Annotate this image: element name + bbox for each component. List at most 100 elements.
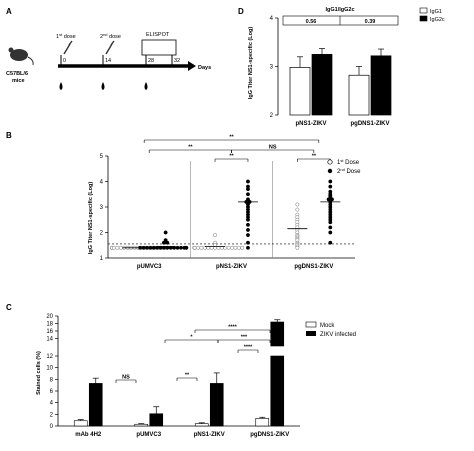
data-point <box>328 220 333 225</box>
y-tick-label: 2 <box>270 113 274 119</box>
bar-igg1 <box>289 67 311 116</box>
data-point <box>240 245 245 250</box>
mouse-label-line2: mice <box>12 78 25 84</box>
data-point <box>295 207 300 212</box>
y-tick-label: 1 <box>100 256 104 262</box>
significance-label: ** <box>188 145 193 151</box>
bar-igg2c <box>370 55 392 116</box>
panel-d-chart: D IgG Titer NS1-specific (Log) 2 3 4 IgG1/I… <box>238 7 445 127</box>
data-point <box>115 245 120 250</box>
bar-zikv-infected <box>149 413 164 427</box>
legend-label-dose1: 1st Dose <box>337 158 360 166</box>
bar-mock <box>73 420 88 427</box>
data-point <box>328 240 333 245</box>
y-tick-label: 2 <box>50 412 54 418</box>
data-point <box>328 230 333 235</box>
blood-drop-icon <box>59 82 63 90</box>
y-tick-label: 0 <box>50 424 54 430</box>
x-tick-label: pUMVC3 <box>137 264 162 270</box>
data-point <box>163 230 168 235</box>
x-tick-label: mAb 4H2 <box>75 432 102 438</box>
x-tick-label: pgDNS1-ZIKV <box>294 264 333 270</box>
legend-swatch <box>419 7 428 14</box>
data-point <box>233 245 238 250</box>
significance-label: * <box>190 335 193 341</box>
y-tick-label: 18 <box>46 322 53 328</box>
data-point <box>138 245 143 250</box>
data-point <box>246 217 250 222</box>
y-axis-label: IgG Titer NS1-specific (Log) <box>88 182 94 254</box>
data-point <box>246 245 250 250</box>
y-tick-label: 4 <box>270 16 274 22</box>
legend-label: IgG1 <box>430 9 442 15</box>
bar-mock <box>194 423 209 427</box>
significance-label: ** <box>312 154 317 160</box>
blood-drop-icon <box>144 82 148 90</box>
data-point <box>328 184 333 189</box>
data-point <box>151 245 156 250</box>
panel-letter-b: B <box>6 131 12 140</box>
significance-label: ** <box>185 373 190 379</box>
y-tick-label: 14 <box>46 337 53 343</box>
x-tick-label: pNS1-ZIKV <box>216 264 247 270</box>
data-point <box>328 179 333 184</box>
y-axis-label: IgG Titer NS1-specific (Log) <box>248 27 254 99</box>
tick-day-32: 32 <box>174 58 180 64</box>
significance-label: **** <box>244 345 253 351</box>
data-point <box>141 245 146 250</box>
legend-label-dose2: 2nd Dose <box>337 167 361 175</box>
elispot-box <box>141 39 177 56</box>
bar-mock <box>134 423 149 427</box>
legend-swatch-mock <box>305 321 317 328</box>
ratio-value: 0.39 <box>365 19 376 25</box>
y-tick-label: 20 <box>46 314 53 320</box>
x-tick-label: pNS1-ZIKV <box>295 121 326 127</box>
y-tick-label: 16 <box>46 329 53 335</box>
legend-swatch-zikv <box>306 331 316 336</box>
data-point <box>161 240 166 245</box>
legend-label-zikv: ZIKV infected <box>320 332 356 338</box>
legend-swatch <box>419 15 428 22</box>
data-point <box>184 245 189 250</box>
data-point <box>192 245 197 250</box>
ratio-box <box>282 15 399 26</box>
panel-letter-d: D <box>238 7 244 16</box>
legend-marker-dose1 <box>327 159 333 165</box>
dose1-label: 1st dose <box>56 32 76 40</box>
mouse-label-line1: C57BL/6 <box>6 71 28 77</box>
panel-letter-a: A <box>6 7 12 16</box>
y-tick-label: 8 <box>50 377 54 383</box>
data-point <box>328 225 333 230</box>
tick-day-28: 28 <box>148 58 154 64</box>
legend-label: IgG2c <box>430 17 445 23</box>
bar-zikv-infected <box>209 383 224 427</box>
data-point <box>246 233 250 238</box>
data-point <box>246 228 250 232</box>
legend: Mock ZIKV infected <box>305 321 356 338</box>
significance-label: NS <box>269 145 277 151</box>
x-tick-label: pUMVC3 <box>136 432 161 438</box>
significance-label: ** <box>229 135 234 141</box>
data-point <box>175 245 180 250</box>
timeline-arrow <box>58 61 196 71</box>
legend-label-mock: Mock <box>320 323 335 329</box>
panel-b-chart: B IgG Titer NS1-specific (Log) 1 2 3 4 5 pUMV… <box>6 131 361 270</box>
significance-label: NS <box>122 375 130 381</box>
legend-marker-dose2 <box>327 168 333 174</box>
data-point <box>165 240 170 245</box>
significance-label: *** <box>241 335 248 341</box>
data-point <box>246 240 250 245</box>
data-point <box>118 245 123 250</box>
data-point <box>246 222 250 227</box>
data-point <box>226 245 231 250</box>
data-point <box>230 245 234 250</box>
y-tick-label: 6 <box>50 389 54 395</box>
data-point <box>236 245 241 250</box>
y-axis-label: Stained cells (%) <box>36 351 42 395</box>
y-tick-label: 3 <box>100 205 104 211</box>
data-point <box>144 245 149 250</box>
bar-zikv-infected <box>88 383 103 427</box>
y-tick-label: 12 <box>46 354 53 360</box>
bar-igg1 <box>348 74 370 116</box>
data-point <box>295 245 300 250</box>
